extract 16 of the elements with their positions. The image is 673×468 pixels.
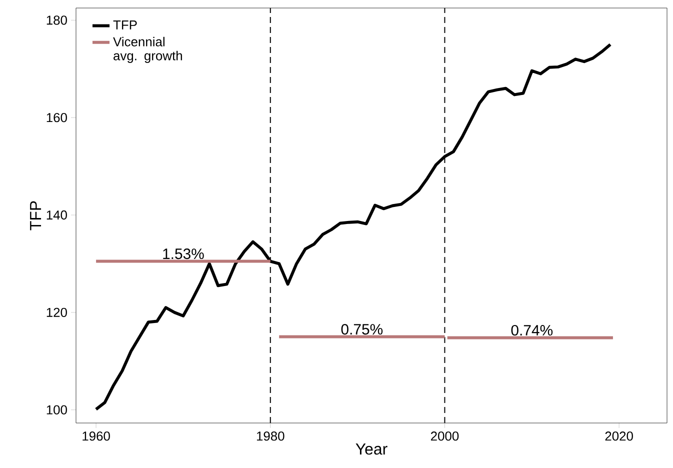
x-tick-label: 1960 (82, 432, 110, 441)
y-tick-label: 160 (46, 113, 67, 122)
x-tick-label: 2000 (430, 432, 459, 441)
y-tick-label: 180 (46, 16, 67, 25)
x-tick-label: 2020 (605, 432, 633, 441)
legend-label: TFP (113, 20, 137, 30)
x-tick-label: 1980 (256, 432, 284, 441)
annotation: 0.74% (511, 324, 553, 336)
annotation: 0.75% (341, 324, 383, 335)
annotation: 1.53% (163, 248, 204, 260)
legend-label: Vicennial avg. growth (113, 36, 182, 63)
y-tick-label: 100 (46, 405, 67, 414)
y-axis-title: TFP (30, 201, 42, 230)
y-tick-label: 120 (46, 308, 67, 318)
x-axis-title: Year (356, 444, 388, 455)
y-tick-label: 140 (46, 210, 67, 220)
